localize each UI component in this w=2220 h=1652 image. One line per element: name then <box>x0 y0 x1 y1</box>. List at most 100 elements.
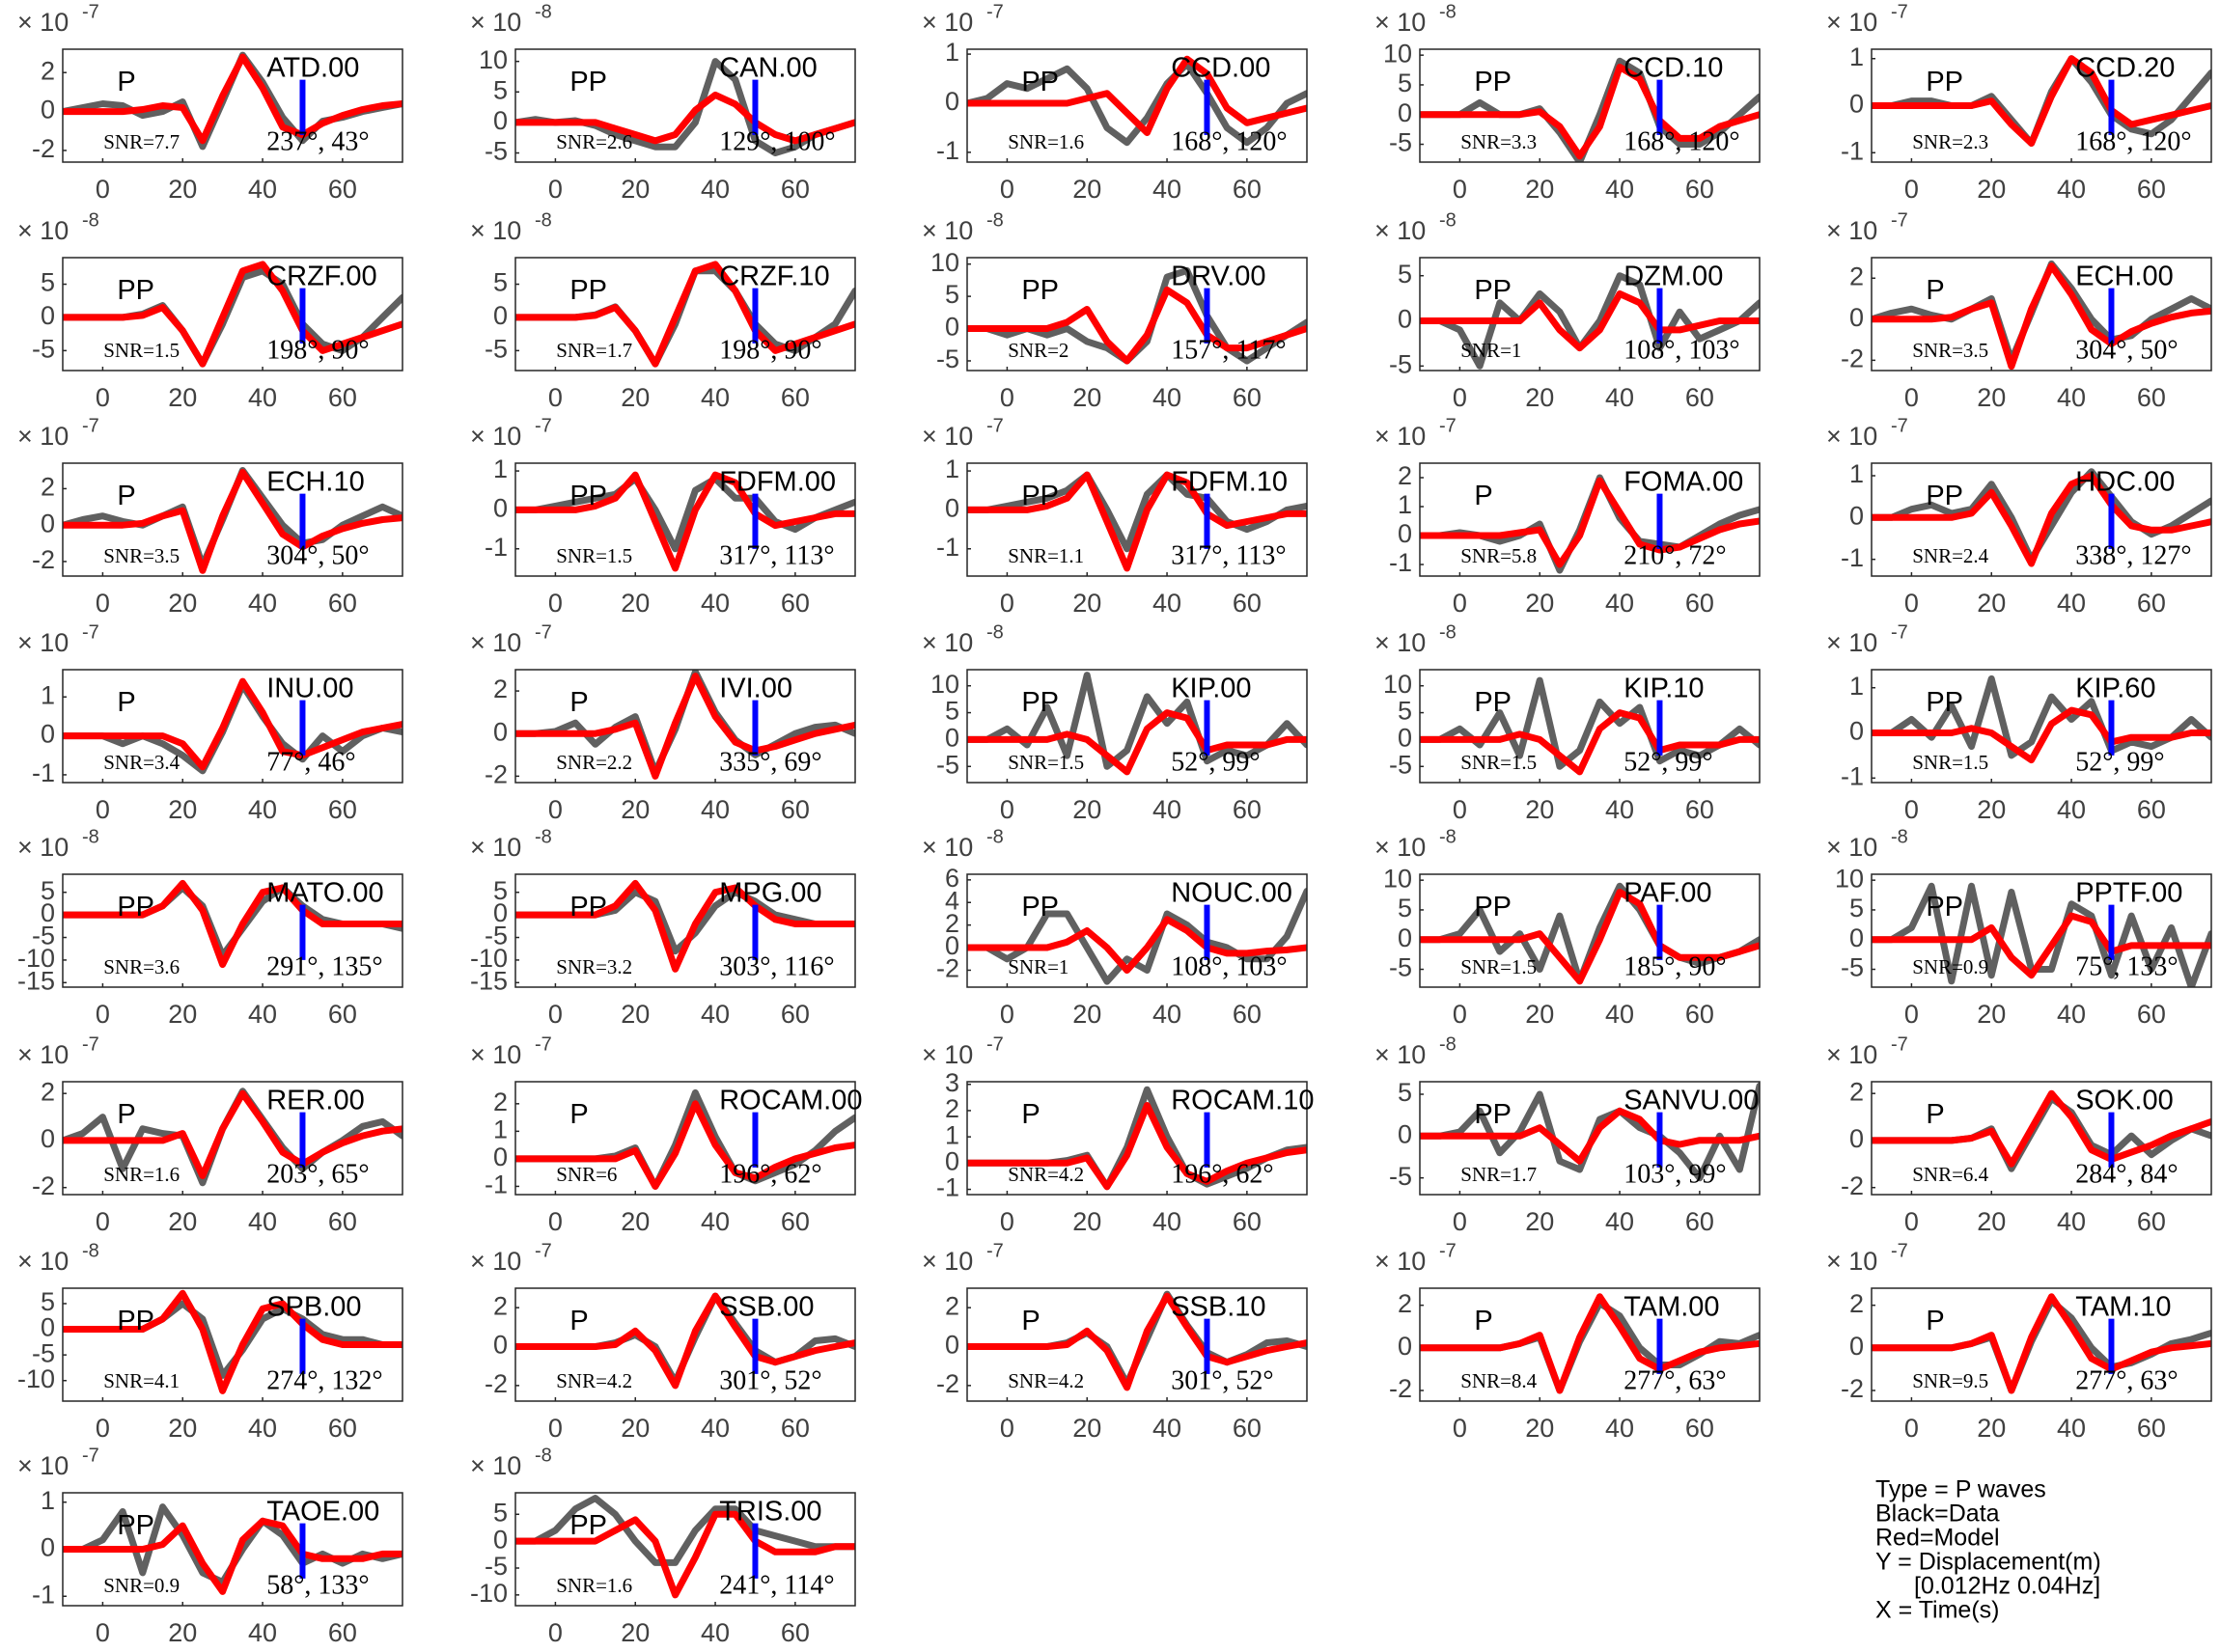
y-exponent: -8 <box>986 209 1004 231</box>
phase-label: PP <box>569 481 607 511</box>
x-tick-label: 40 <box>1605 1414 1634 1443</box>
y-tick-label: 5 <box>41 268 55 297</box>
snr-label: SNR=1.5 <box>1912 751 1988 774</box>
phase-label: P <box>1926 1306 1944 1336</box>
y-tick-label: 10 <box>930 248 959 277</box>
y-tick-label: -1 <box>32 758 55 787</box>
y-tick-label: 0 <box>1398 923 1412 952</box>
phase-label: PP <box>117 1510 154 1541</box>
y-tick-label: 0 <box>493 106 508 135</box>
station-title: ROCAM.00 <box>719 1086 862 1116</box>
y-multiplier: × 10 <box>922 628 973 657</box>
x-tick-label: 20 <box>1072 589 1101 618</box>
snr-label: SNR=2.2 <box>556 751 632 774</box>
waveform <box>1420 477 1760 568</box>
angles-label: 198°, 90° <box>719 336 821 366</box>
x-tick-label: 40 <box>1152 589 1181 618</box>
snr-label: SNR=8.4 <box>1460 1369 1537 1392</box>
y-exponent: -8 <box>82 1240 99 1261</box>
y-tick-label: 2 <box>41 1077 55 1106</box>
y-tick-label: 0 <box>945 313 959 342</box>
y-tick-label: 0 <box>41 720 55 749</box>
x-tick-label: 40 <box>248 589 277 618</box>
y-tick-label: -15 <box>17 966 55 995</box>
x-tick-label: 40 <box>1605 383 1634 412</box>
station-title: CCD.00 <box>1171 53 1270 84</box>
waveform <box>515 1292 855 1390</box>
x-tick-label: 60 <box>781 1414 810 1443</box>
x-tick-label: 60 <box>2137 1414 2166 1443</box>
station-title: CRZF.10 <box>719 262 829 292</box>
x-tick-label: 40 <box>1605 175 1634 204</box>
x-tick-label: 60 <box>1685 383 1714 412</box>
axes-box <box>62 48 403 163</box>
y-multiplier: × 10 <box>1826 422 1877 451</box>
y-exponent: -8 <box>1439 1 1457 22</box>
x-tick-label: 40 <box>248 1000 277 1029</box>
caption-line: [0.012Hz 0.04Hz] <box>1914 1573 2100 1600</box>
axes-box <box>1419 257 1761 372</box>
angles-label: 241°, 114° <box>719 1571 834 1601</box>
y-tick-label: 0 <box>1398 98 1412 127</box>
y-multiplier: × 10 <box>922 216 973 245</box>
x-tick-label: 60 <box>328 795 357 824</box>
y-tick-label: 10 <box>930 670 959 699</box>
y-tick-label: 2 <box>493 1088 508 1116</box>
axes-box <box>966 873 1308 988</box>
x-tick-label: 20 <box>1525 383 1554 412</box>
angles-label: 304°, 50° <box>2075 336 2178 366</box>
axes-box <box>1871 462 2212 577</box>
angles-label: 291°, 135° <box>266 952 382 982</box>
waveform <box>1420 709 1760 776</box>
y-tick-label: 10 <box>1835 864 1864 893</box>
station-title: SPB.00 <box>266 1292 361 1323</box>
y-tick-label: 0 <box>1849 1332 1864 1361</box>
x-tick-label: 0 <box>1453 589 1467 618</box>
y-multiplier: × 10 <box>1374 422 1426 451</box>
y-tick-label: 2 <box>1398 1289 1412 1318</box>
x-tick-label: 20 <box>1072 1414 1101 1443</box>
axes-box <box>62 1287 403 1402</box>
snr-label: SNR=1 <box>1460 339 1521 362</box>
phase-label: P <box>1021 1099 1040 1130</box>
y-tick-label: -2 <box>936 1369 959 1398</box>
axes-bg <box>515 1082 855 1195</box>
x-tick-label: 0 <box>96 1618 110 1647</box>
angles-label: 203°, 65° <box>266 1160 369 1190</box>
y-tick-label: -5 <box>1841 953 1864 982</box>
y-tick-label: -2 <box>936 954 959 983</box>
x-tick-label: 0 <box>548 1618 563 1647</box>
axes-box <box>62 462 403 577</box>
x-tick-label: 20 <box>1525 1207 1554 1236</box>
y-tick-label: -1 <box>1389 548 1412 577</box>
waveform <box>63 677 402 771</box>
x-tick-label: 40 <box>701 795 730 824</box>
caption-line: Red=Model <box>1875 1525 2000 1552</box>
snr-label: SNR=1.5 <box>1460 751 1537 774</box>
y-tick-label: 0 <box>1849 303 1864 332</box>
axes-box <box>966 1081 1308 1196</box>
y-tick-label: -2 <box>32 134 55 163</box>
angles-label: 52°, 99° <box>1623 748 1712 778</box>
y-exponent: -7 <box>82 621 99 643</box>
y-tick-label: 0 <box>41 509 55 537</box>
x-tick-label: 60 <box>1685 1000 1714 1029</box>
axes-box <box>966 257 1308 372</box>
snr-label: SNR=2.3 <box>1912 130 1988 153</box>
x-tick-label: 40 <box>701 1618 730 1647</box>
y-multiplier: × 10 <box>470 422 521 451</box>
x-tick-label: 40 <box>2057 383 2086 412</box>
y-exponent: -8 <box>535 209 552 231</box>
waveform <box>515 879 855 973</box>
x-tick-label: 40 <box>701 175 730 204</box>
angles-label: 338°, 127° <box>2075 541 2191 571</box>
snr-label: SNR=0.9 <box>1912 955 1988 978</box>
x-tick-label: 20 <box>621 589 650 618</box>
